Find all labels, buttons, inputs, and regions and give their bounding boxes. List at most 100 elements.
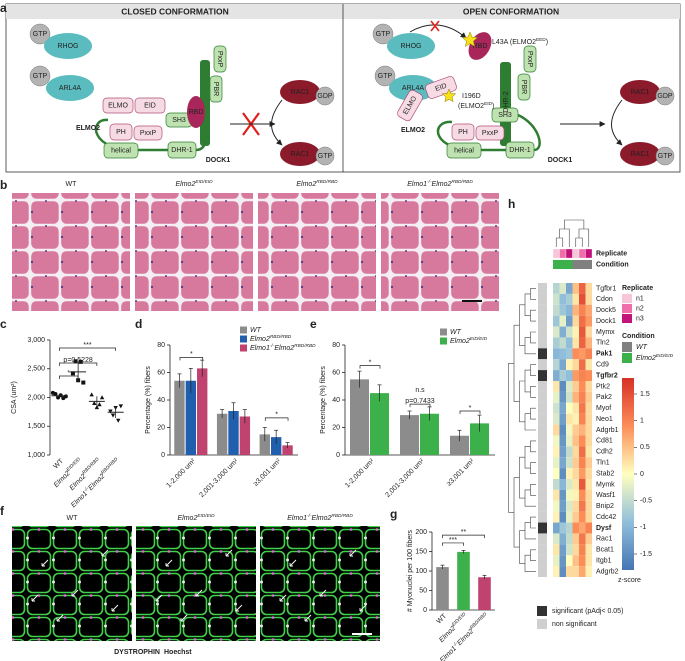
y-tick-label: 80 [157, 342, 165, 349]
heatmap-cell [572, 555, 579, 567]
domain-node [387, 33, 435, 59]
legend-label-part: Elmo2 [450, 338, 470, 345]
significance-bracket [459, 410, 481, 414]
colorbar-title: z-score [618, 577, 641, 584]
dendrogram-branch [524, 446, 531, 469]
condition-cell [553, 260, 560, 269]
row-label: Tln2 [596, 340, 610, 347]
significance-label: p=0.5228 [63, 357, 92, 364]
significance-label: * [67, 370, 70, 377]
diagram-label: GDP [317, 93, 333, 100]
arrow [409, 24, 467, 39]
row-label: Dock1 [596, 318, 616, 325]
diagram-label: helical [454, 147, 474, 154]
x-tick-label-part: RBD/RBD [469, 611, 489, 631]
y-tick-label: 80 [332, 342, 340, 349]
legend-swatch [622, 304, 632, 313]
row-label: Rac1 [596, 536, 612, 543]
dendrogram-branch [519, 456, 525, 499]
fluorescence-image [136, 526, 256, 641]
heatmap-cell [579, 489, 586, 501]
diagram-label: RAC1 [631, 89, 650, 96]
heatmap-cell [579, 391, 586, 403]
y-axis-title: Percentage (%) fibers [320, 366, 327, 434]
row-label: Pak1 [596, 351, 612, 358]
diagram-label: I196D [462, 93, 481, 100]
row-label: Dysf [596, 525, 612, 532]
heatmap-cell [579, 566, 586, 577]
legend-label: Elmo2RBD/RBD [250, 334, 292, 343]
diagram-label: DHR-2 [503, 91, 510, 112]
diagram-label: EID [434, 83, 447, 94]
domain-node [109, 123, 133, 141]
diagram-label: RAC1 [291, 89, 310, 96]
significance-bracket [409, 403, 431, 408]
heatmap-cell [559, 479, 566, 490]
domain-node [209, 75, 223, 103]
data-point [81, 380, 86, 385]
panel-label: f [0, 504, 5, 518]
data-point [73, 359, 78, 364]
significance-cell [538, 402, 547, 414]
diagram-label: GDP [657, 93, 673, 100]
data-point [99, 395, 105, 400]
domain-node [620, 142, 660, 166]
annotation-title: Condition [596, 261, 629, 268]
legend-label: WT [250, 327, 262, 334]
legend-label-part: -/- [270, 343, 275, 349]
heatmap-cell [572, 293, 579, 305]
diagram-label: ELMO2 [76, 125, 100, 132]
diagram-label: SH3 [498, 112, 512, 119]
heatmap-cell [566, 457, 573, 469]
diagram-label: RBD [473, 43, 488, 50]
heatmap-cell [553, 326, 560, 338]
diagram-label: RAC1 [631, 151, 650, 158]
bar [400, 415, 419, 455]
heatmap-cell [585, 370, 592, 381]
significance-cell [538, 283, 547, 294]
y-tick-label: 40 [332, 397, 340, 404]
image-title-part: -/- [307, 513, 312, 519]
diagram-label: GTP [33, 31, 48, 38]
diagram-label: SH3 [172, 117, 186, 124]
heatmap-cell [559, 391, 566, 403]
row-label: Mymx [596, 329, 615, 336]
panel-label: h [508, 197, 515, 211]
heatmap-cell [566, 555, 573, 567]
nucleus-arrow [155, 594, 163, 602]
heatmap-cell [572, 489, 579, 501]
diagram-label: PxxP [216, 51, 223, 68]
heatmap-cell [585, 489, 592, 501]
data-point [53, 392, 58, 397]
data-point [70, 371, 75, 376]
heatmap-cell [566, 402, 573, 414]
diagram-label-part: L43A (ELMO2 [492, 39, 536, 46]
legend-label: significant (pAdj< 0.05) [552, 608, 623, 615]
y-tick-label: 60 [157, 369, 165, 376]
diagram-label: PH [458, 129, 468, 136]
heatmap-cell [572, 424, 579, 436]
heatmap-cell [585, 315, 592, 327]
heatmap-cell [579, 479, 586, 490]
diagram-label: ELMO2 [401, 127, 425, 134]
arrow [611, 99, 623, 146]
legend-swatch [537, 606, 547, 616]
dendrogram-branch [519, 380, 525, 423]
bar [259, 434, 270, 455]
significance-cell [538, 359, 547, 371]
domain-node [491, 107, 519, 123]
significance-cell [538, 413, 547, 425]
heatmap-cell [579, 468, 586, 479]
y-tick-label: 20 [332, 424, 340, 431]
nucleus-arrow [289, 559, 297, 567]
heatmap-cell [553, 457, 560, 469]
significance-bracket [442, 534, 485, 539]
replicate-cell [585, 248, 593, 259]
diagram-label: GTP [318, 153, 333, 160]
legend-label: WT [450, 329, 462, 336]
data-point [94, 404, 100, 410]
legend-label-part: Elmo2 [636, 355, 656, 362]
bar [282, 445, 293, 455]
nucleus-arrow [31, 594, 39, 602]
significance-cell [538, 435, 547, 447]
